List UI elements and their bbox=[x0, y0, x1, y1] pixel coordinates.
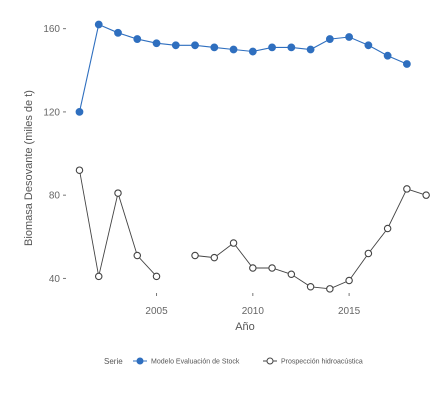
y-tick-label-3: 160 bbox=[43, 24, 60, 35]
series-0-point-14 bbox=[345, 33, 354, 41]
axes: 40 80 120 160 2005 2010 2015 bbox=[43, 24, 360, 317]
series-1-point-8 bbox=[229, 239, 238, 247]
x-axis-title: Año bbox=[235, 321, 255, 333]
x-tick-label-2: 2015 bbox=[338, 306, 361, 317]
series-0-point-17 bbox=[402, 60, 411, 68]
series-0-point-11 bbox=[287, 43, 296, 52]
series-0-point-7 bbox=[210, 43, 219, 52]
series-0-point-0 bbox=[75, 108, 84, 116]
series-0-point-1 bbox=[94, 20, 103, 29]
series-1-point-17 bbox=[403, 185, 411, 193]
series-0-point-13 bbox=[325, 35, 334, 43]
series-1-point-11 bbox=[287, 270, 296, 279]
legend-label-1: Prospección hidroacústica bbox=[281, 359, 363, 366]
series-1-point-2 bbox=[114, 189, 122, 197]
series-0-point-4 bbox=[152, 39, 161, 48]
series-1-point-0 bbox=[75, 166, 84, 174]
plot-area bbox=[75, 20, 430, 293]
legend: Serie Modelo Evaluación de Stock Prospecci… bbox=[104, 357, 363, 366]
y-tick-label-2: 120 bbox=[43, 107, 60, 118]
series-0-point-6 bbox=[191, 41, 199, 50]
legend-title: Serie bbox=[104, 357, 123, 366]
y-tick-label-0: 40 bbox=[49, 274, 61, 285]
legend-key-marker-0 bbox=[136, 357, 144, 365]
series-1-point-15 bbox=[364, 249, 373, 258]
legend-key-marker-1 bbox=[266, 357, 274, 365]
series-0-point-16 bbox=[383, 51, 392, 60]
series-1-point-12 bbox=[306, 283, 315, 291]
series-1-point-1 bbox=[94, 272, 103, 281]
x-tick-label-0: 2005 bbox=[145, 306, 168, 317]
series-1-point-14 bbox=[345, 276, 353, 285]
x-tick-label-1: 2010 bbox=[242, 306, 265, 317]
series-0-point-10 bbox=[268, 43, 276, 52]
series-0-point-12 bbox=[306, 45, 315, 54]
series-1-point-7 bbox=[210, 253, 219, 262]
series-0-point-9 bbox=[248, 47, 257, 56]
series-1-point-3 bbox=[133, 251, 142, 260]
series-0-point-3 bbox=[133, 35, 142, 43]
series-1-point-13 bbox=[326, 285, 334, 293]
series-1-point-4 bbox=[152, 272, 161, 281]
series-0-point-8 bbox=[229, 45, 238, 54]
series-1-point-10 bbox=[268, 264, 276, 272]
legend-label-0: Modelo Evaluación de Stock bbox=[151, 359, 240, 366]
y-axis-title: Biomasa Desovante (miles de t) bbox=[23, 90, 35, 246]
series-1-point-16 bbox=[383, 224, 392, 233]
series-1-point-18 bbox=[422, 191, 430, 199]
series-0-point-2 bbox=[114, 28, 122, 37]
series-1-point-9 bbox=[249, 264, 257, 272]
y-tick-label-1: 80 bbox=[49, 191, 61, 202]
series-0-point-15 bbox=[364, 41, 373, 50]
series-0-point-5 bbox=[171, 41, 180, 50]
series-1-point-6 bbox=[191, 251, 199, 260]
